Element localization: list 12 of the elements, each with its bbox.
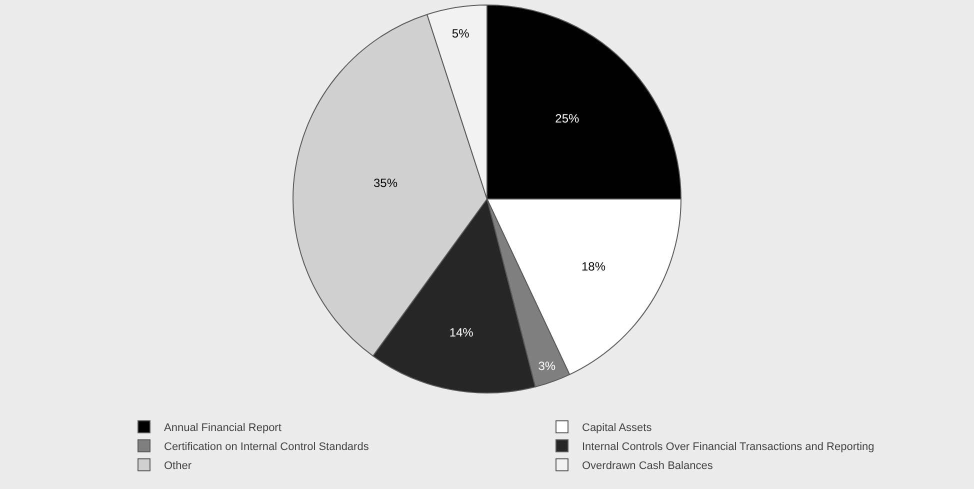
data-label: 18% bbox=[581, 260, 606, 274]
legend-label: Capital Assets bbox=[582, 422, 652, 434]
legend-label: Other bbox=[164, 460, 192, 472]
data-label: 14% bbox=[449, 326, 474, 340]
data-label: 5% bbox=[452, 26, 470, 40]
legend-label: Annual Financial Report bbox=[164, 422, 282, 434]
data-label: 25% bbox=[555, 112, 580, 126]
legend-label: Certification on Internal Control Standards bbox=[164, 441, 370, 453]
data-label: 3% bbox=[538, 358, 556, 373]
data-label: 35% bbox=[374, 176, 398, 190]
legend-label: Overdrawn Cash Balances bbox=[582, 460, 714, 472]
legend-label: Internal Controls Over Financial Transactions and Reporting bbox=[582, 441, 874, 453]
